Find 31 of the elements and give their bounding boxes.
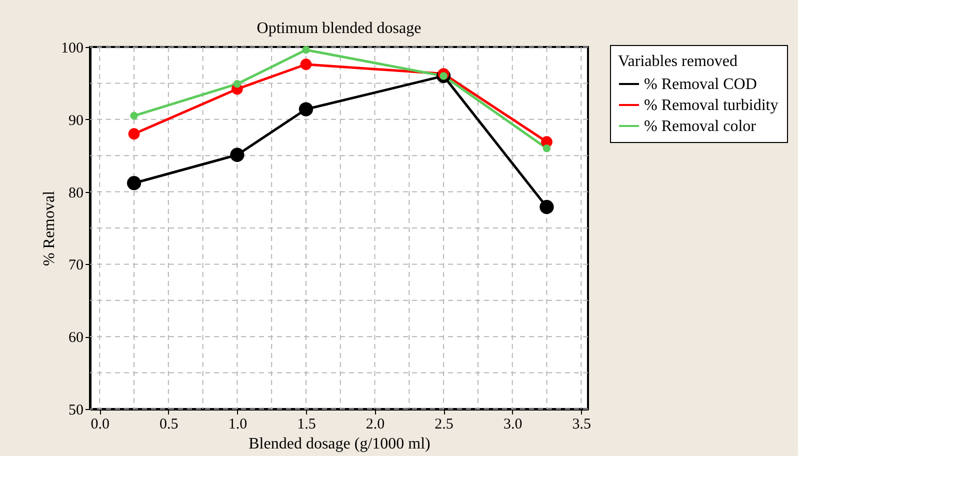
legend-title: Variables removed	[618, 53, 738, 70]
point	[540, 200, 554, 214]
point	[302, 46, 310, 54]
x-axis-title: Blended dosage (g/1000 ml)	[248, 436, 430, 452]
x-tick-label: 0.0	[90, 416, 110, 432]
y-tick-label: 50	[68, 402, 84, 418]
x-tick-label: 3.0	[503, 416, 522, 432]
y-tick-label: 80	[68, 185, 84, 202]
legend-label: % Removal COD	[644, 76, 757, 93]
x-tick-label: 2.5	[434, 416, 454, 432]
legend-label: % Removal color	[644, 118, 757, 135]
point	[542, 144, 551, 152]
y-tick-label: 60	[68, 330, 84, 346]
y-axis-title: % Removal	[41, 190, 58, 266]
point	[126, 176, 142, 190]
y-tick-label: 90	[68, 112, 84, 129]
point	[230, 148, 244, 162]
point	[130, 112, 138, 120]
point	[128, 128, 140, 140]
legend-label: % Removal turbidity	[644, 97, 778, 114]
point	[233, 80, 242, 88]
x-tick-label: 1.0	[228, 416, 248, 432]
x-tick-label: 3.5	[572, 416, 591, 432]
x-tick-label: 1.5	[297, 416, 316, 432]
y-tick-label: 70	[68, 258, 84, 274]
x-tick-label: 2.0	[366, 416, 385, 432]
chart-title: Optimum blended dosage	[256, 20, 422, 37]
point	[298, 102, 314, 116]
y-tick-label: 100	[61, 40, 84, 56]
x-tick-label: 0.5	[160, 416, 178, 432]
point	[300, 58, 312, 70]
